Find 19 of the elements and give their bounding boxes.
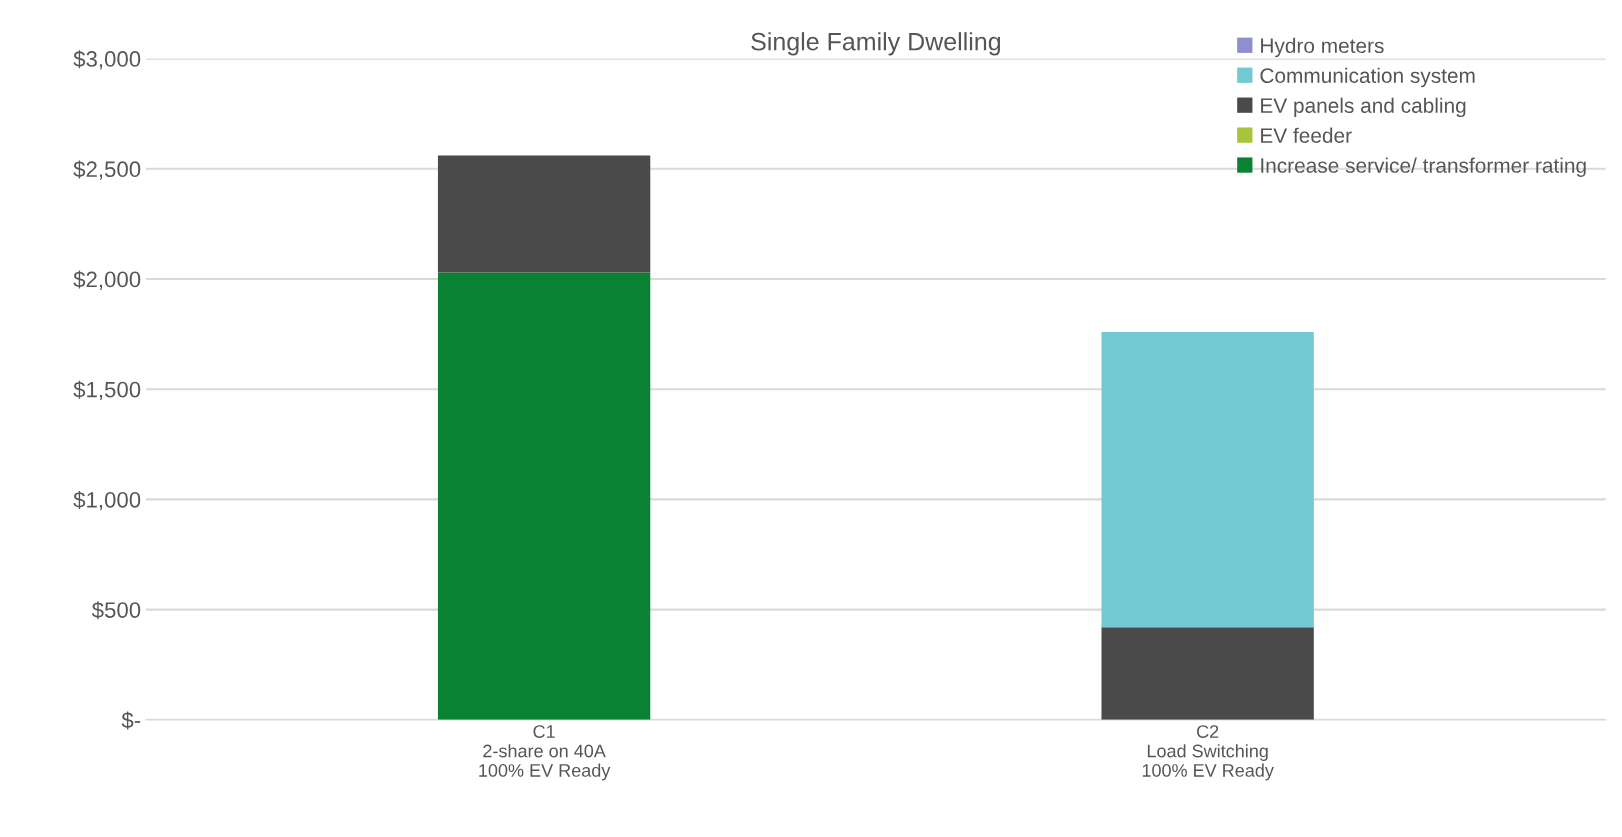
legend-label: Increase service/ transformer rating — [1261, 157, 1586, 177]
y-tick-label: $2,000 — [73, 270, 141, 290]
y-tick-label: $2,500 — [73, 160, 141, 180]
chart-title: Single Family Dwelling — [751, 32, 1001, 56]
y-tick-label: $1,500 — [73, 380, 141, 401]
legend-label: Communication system — [1260, 67, 1475, 88]
x-tick-label: C1 2-share on 40A 100% EV Ready — [479, 725, 611, 781]
legend-label: Hydro meters — [1261, 37, 1384, 58]
legend-label: EV feeder — [1261, 127, 1352, 143]
bar — [1101, 331, 1314, 628]
bar — [437, 155, 651, 273]
bar — [1101, 627, 1314, 720]
y-tick-label: $3,000 — [73, 50, 141, 70]
bar — [437, 272, 651, 720]
y-tick-label: $- — [121, 711, 141, 730]
legend-label: EV panels and cabling — [1261, 97, 1466, 118]
y-tick-label: $1,000 — [73, 491, 141, 511]
x-tick-label: C2 Load Switching 100% EV Ready — [1142, 725, 1274, 781]
y-tick-label: $500 — [91, 601, 141, 620]
